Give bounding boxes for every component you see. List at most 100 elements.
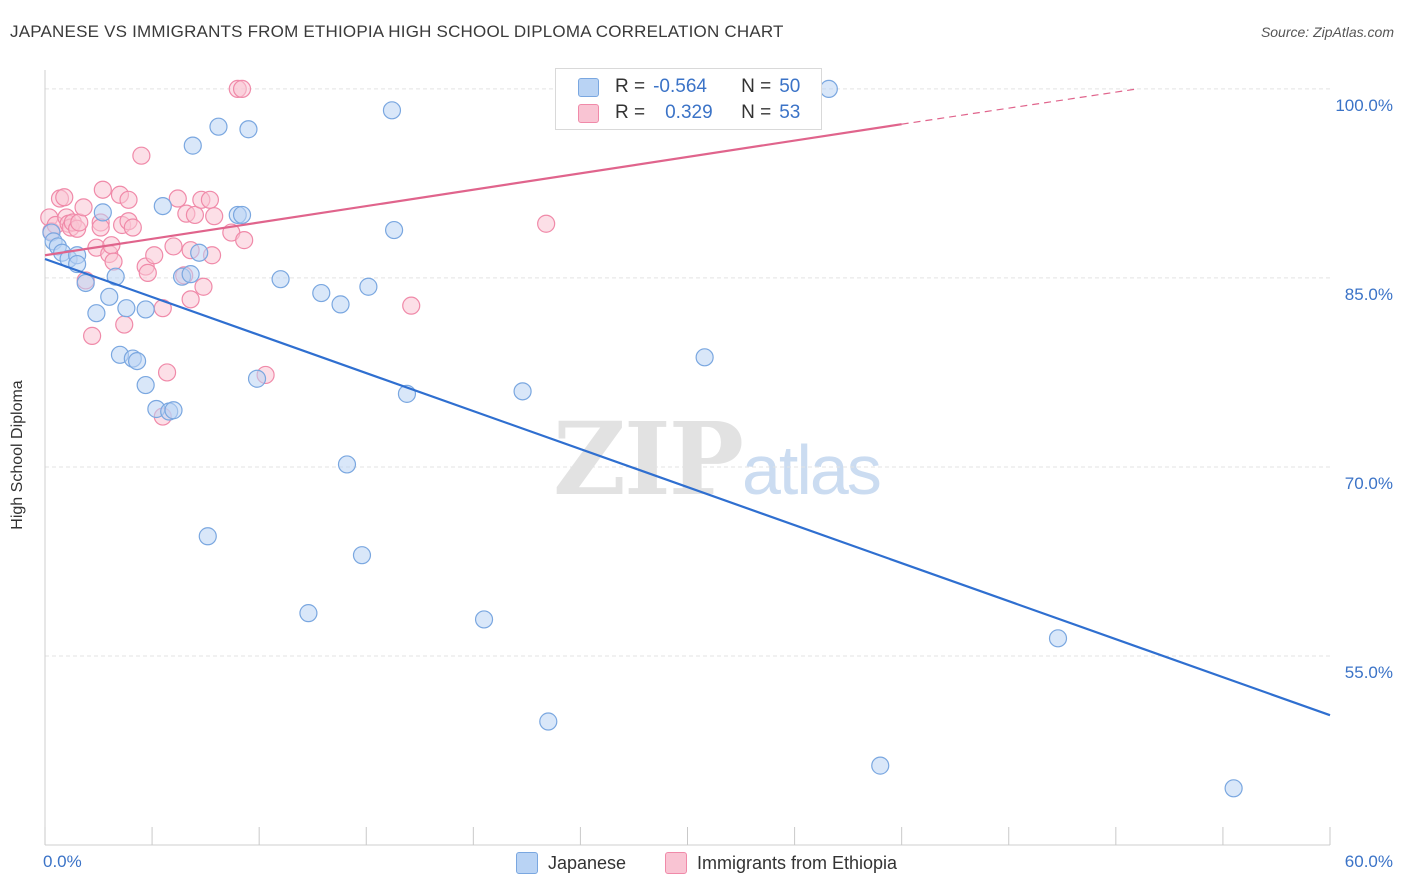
series-ethiopia-points <box>40 79 556 426</box>
stat-r-value: -0.564 <box>653 76 707 97</box>
japanese-point <box>127 351 147 371</box>
ethiopia-point <box>164 237 183 256</box>
ethiopia-point <box>168 189 187 208</box>
ethiopia-point <box>402 296 421 315</box>
ethiopia-point <box>181 290 200 309</box>
stats-legend-box: R = -0.564 N = 50 R = 0.329 N = 53 <box>555 68 822 130</box>
ethiopia-point <box>93 180 112 199</box>
japanese-point <box>1224 779 1243 798</box>
japanese-swatch <box>578 77 599 97</box>
grid-lines <box>45 88 1330 657</box>
y-tick-label: 85.0% <box>1344 284 1393 304</box>
ethiopia-point <box>132 146 151 165</box>
watermark-zip: ZIP <box>553 400 744 518</box>
japanese-point <box>239 120 258 139</box>
japanese-point <box>136 300 155 319</box>
watermark-atlas: atlas <box>741 431 882 509</box>
japanese-point <box>474 610 494 629</box>
japanese-point <box>337 455 357 474</box>
y-tick-label: 70.0% <box>1344 473 1393 493</box>
x-tick-label: 60.0% <box>1344 852 1393 871</box>
stats-row-ethiopia: R = 0.329 N = 53 <box>578 100 800 126</box>
ethiopia-point <box>115 315 134 334</box>
legend-item-japanese[interactable]: Japanese <box>516 852 626 874</box>
japanese-point <box>117 299 136 318</box>
legend-swatch-ethiopia <box>665 852 687 874</box>
y-tick-label: 55.0% <box>1344 662 1393 682</box>
stat-n-value: 53 <box>779 102 801 123</box>
ethiopia-point <box>104 252 123 271</box>
japanese-point <box>76 273 95 293</box>
axes <box>44 70 1331 846</box>
japanese-point <box>299 604 318 623</box>
japanese-point <box>331 295 350 314</box>
ethiopia-point <box>138 263 157 282</box>
ethiopia-point <box>119 190 138 209</box>
ethiopia-point <box>200 190 220 209</box>
japanese-point <box>312 283 331 303</box>
ethiopia-point <box>205 207 224 226</box>
japanese-point <box>513 382 532 401</box>
japanese-point <box>382 101 402 120</box>
stat-r-value: 0.329 <box>665 102 713 123</box>
ethiopia-point <box>55 188 74 207</box>
japanese-point <box>164 401 183 420</box>
stat-r-label: R = <box>615 76 646 97</box>
ethiopia-point <box>537 214 556 233</box>
series-japanese-points <box>42 79 1243 798</box>
legend-label-japanese: Japanese <box>548 852 627 873</box>
japanese-point <box>100 287 119 306</box>
ethiopia-point <box>157 363 177 382</box>
japanese-point <box>352 546 372 565</box>
chart-title: JAPANESE VS IMMIGRANTS FROM ETHIOPIA HIG… <box>10 22 784 41</box>
japanese-point <box>232 205 252 225</box>
japanese-point <box>87 304 106 323</box>
bottom-legend: Japanese Immigrants from Ethiopia <box>0 852 1406 880</box>
ethiopia-point <box>74 198 93 217</box>
ethiopia-point <box>194 277 213 296</box>
ethiopia-point <box>83 326 102 345</box>
japanese-point <box>190 243 209 262</box>
ethiopia-swatch <box>578 103 599 123</box>
japanese-point <box>136 375 155 395</box>
ethiopia-point <box>235 231 254 250</box>
ethiopia-point <box>145 246 164 265</box>
japanese-point <box>819 79 838 99</box>
watermark: ZIPatlas <box>553 400 882 518</box>
ethiopia-point <box>70 213 89 232</box>
japanese-point <box>181 265 200 284</box>
japanese-point <box>539 712 558 731</box>
japanese-point <box>695 348 714 367</box>
ethiopia-point <box>123 218 142 237</box>
ethiopia-point <box>232 79 252 99</box>
x-tick-label: 0.0% <box>43 852 82 871</box>
stats-row-japanese: R = -0.564 N = 50 <box>578 74 800 100</box>
stat-n-label: N = <box>741 102 772 123</box>
trend-lines <box>44 88 1331 717</box>
stat-n-value: 50 <box>779 76 801 97</box>
y-axis-label: High School Diploma <box>9 380 26 530</box>
japanese-point <box>359 277 378 296</box>
ethiopia-trend-extension <box>901 88 1138 125</box>
japanese-trend-line <box>44 257 1331 717</box>
japanese-point <box>153 196 172 216</box>
japanese-point <box>93 203 112 222</box>
ethiopia-point <box>185 205 205 225</box>
legend-swatch-japanese <box>516 852 538 874</box>
legend-item-ethiopia[interactable]: Immigrants from Ethiopia <box>665 852 897 874</box>
japanese-point <box>384 220 404 240</box>
stat-n-label: N = <box>741 76 772 97</box>
legend-label-ethiopia: Immigrants from Ethiopia <box>697 852 898 873</box>
ethiopia-trend-line <box>44 123 902 257</box>
source-label: Source: ZipAtlas.com <box>1260 24 1394 40</box>
stat-r-label: R = <box>615 102 646 123</box>
japanese-point <box>198 527 217 546</box>
japanese-point <box>1048 629 1068 648</box>
japanese-point <box>247 369 267 388</box>
japanese-point <box>209 117 228 136</box>
japanese-point <box>183 136 202 155</box>
japanese-point <box>871 756 890 775</box>
japanese-point <box>271 270 290 289</box>
ethiopia-point <box>91 218 110 237</box>
